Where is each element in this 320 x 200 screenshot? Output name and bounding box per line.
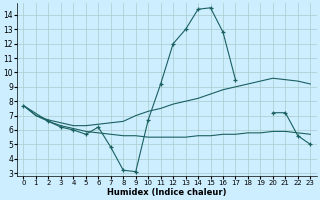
X-axis label: Humidex (Indice chaleur): Humidex (Indice chaleur)	[107, 188, 227, 197]
